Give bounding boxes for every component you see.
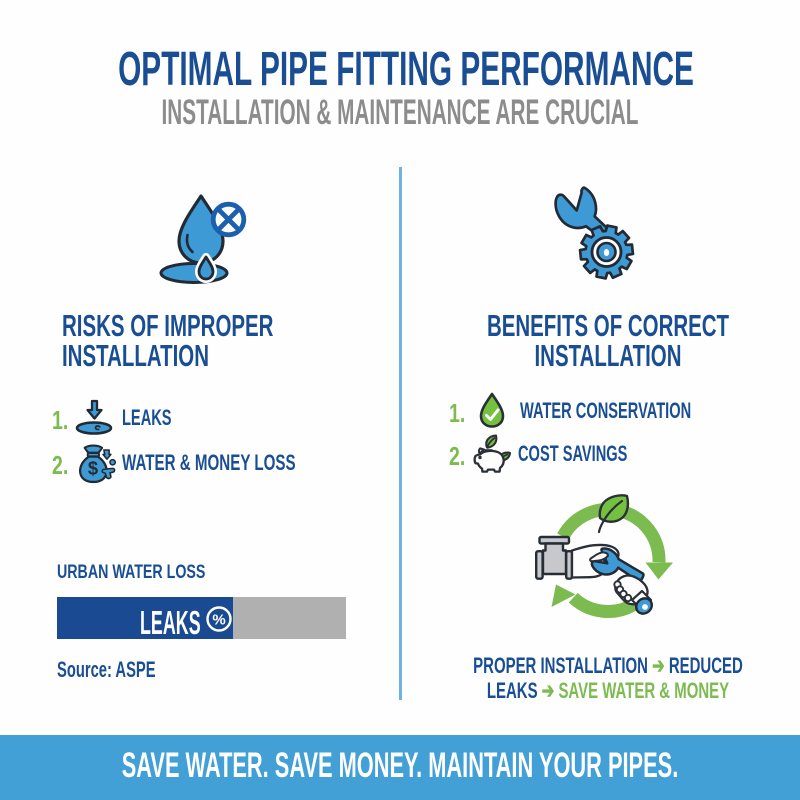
svg-text:$: $ [88, 458, 98, 479]
svg-text:%: % [212, 612, 225, 629]
